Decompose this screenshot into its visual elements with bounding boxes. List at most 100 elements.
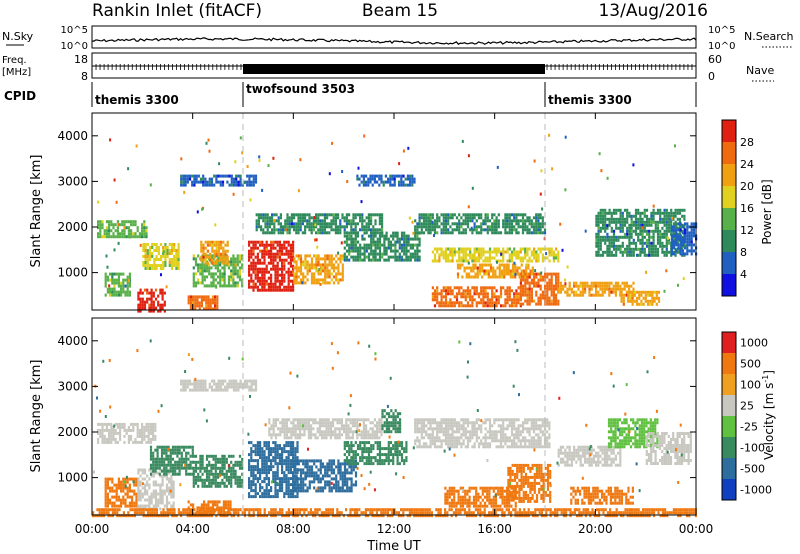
heatmap-cell [620,296,623,300]
heatmap-cell [619,223,622,227]
heatmap-cell [471,219,474,223]
heatmap-cell [162,246,165,249]
heatmap-cell [151,243,154,246]
heatmap-cell [440,250,443,254]
heatmap-cell [502,304,505,308]
heatmap-cell [383,234,386,238]
heatmap-cell [213,252,216,256]
heatmap-cell [104,275,107,279]
heatmap-cell [548,287,551,291]
heatmap-cell [619,244,622,248]
heatmap-cell [254,177,258,181]
heatmap-cell [619,293,622,297]
heatmap-cell [146,483,149,487]
heatmap-cell [109,278,112,282]
heatmap-cell [652,244,655,248]
heatmap-cell [656,223,660,227]
heatmap-cell [111,287,114,291]
heatmap-cell [169,469,172,473]
heatmap-cell [157,246,160,249]
heatmap-cell [248,243,251,247]
heatmap-cell [223,466,226,470]
heatmap-cell [293,257,296,261]
heatmap-cell [163,457,166,461]
heatmap-cell [263,489,266,493]
heatmap-cell [256,444,259,448]
heatmap-cell [440,222,443,226]
heatmap-cell [356,213,359,217]
heatmap-cell [484,250,487,254]
freq-unit-label: [MHz] [2,67,31,78]
heatmap-cell [597,241,600,245]
heatmap-cell [196,509,199,513]
heatmap-cell [148,249,152,252]
heatmap-cell [225,503,228,507]
heatmap-cell [628,244,631,248]
heatmap-cell [104,278,107,282]
heatmap-cell [141,422,144,426]
heatmap-cell [646,302,650,306]
heatmap-cell [223,278,226,282]
heatmap-cell [277,231,280,235]
heatmap-cell [341,254,344,258]
heatmap-cell [469,228,472,232]
heatmap-cell [321,266,325,270]
heatmap-cell [210,177,214,181]
heatmap-cell [467,205,470,209]
heatmap-cell [299,272,303,276]
heatmap-cell [361,234,364,238]
heatmap-cell [597,217,600,221]
heatmap-cell [365,183,368,187]
heatmap-cell [502,286,505,290]
heatmap-cell [278,267,281,271]
heatmap-cell [462,222,465,226]
heatmap-cell [256,459,259,463]
heatmap-cell [256,288,259,292]
heatmap-cell [265,247,268,251]
heatmap-cell [287,462,290,466]
heatmap-cell [204,246,207,250]
heatmap-cell [101,422,104,426]
heatmap-cell [170,246,174,249]
heatmap-cell [211,249,214,253]
heatmap-cell [667,238,671,242]
heatmap-cell [568,281,571,285]
heatmap-cell [267,483,270,487]
heatmap-cell [612,284,615,288]
heatmap-cell [555,296,558,300]
heatmap-cell [139,498,142,502]
heatmap-cell [134,220,137,224]
heatmap-cell [99,229,102,233]
heatmap-cell [513,295,516,299]
heatmap-cell [252,495,255,499]
heatmap-cell [216,269,220,273]
heatmap-cell [623,217,627,221]
heatmap-cell [149,451,153,455]
heatmap-cell [497,247,500,251]
heatmap-cell [116,422,119,426]
heatmap-cell [127,437,130,441]
heatmap-cell [451,301,454,305]
heatmap-cell [211,301,214,305]
heatmap-cell [152,454,155,458]
heatmap-cell [537,302,540,306]
heatmap-cell [508,256,511,260]
heatmap-cell [359,213,362,217]
heatmap-cell [321,225,324,229]
heatmap-cell [537,256,540,260]
heatmap-cell [223,481,226,485]
heatmap-cell [216,281,220,285]
heatmap-cell [370,240,373,244]
heatmap-cell [506,213,509,217]
heatmap-cell [684,244,687,248]
heatmap-cell [635,299,639,303]
heatmap-cell [124,504,127,508]
heatmap-cell [360,180,363,184]
heatmap-cell [459,263,462,267]
heatmap-cell [400,255,404,259]
heatmap-cell [286,231,289,235]
heatmap-cell [263,243,266,247]
heatmap-cell [236,478,239,482]
heatmap-cell [319,266,322,270]
heatmap-cell [665,211,668,215]
